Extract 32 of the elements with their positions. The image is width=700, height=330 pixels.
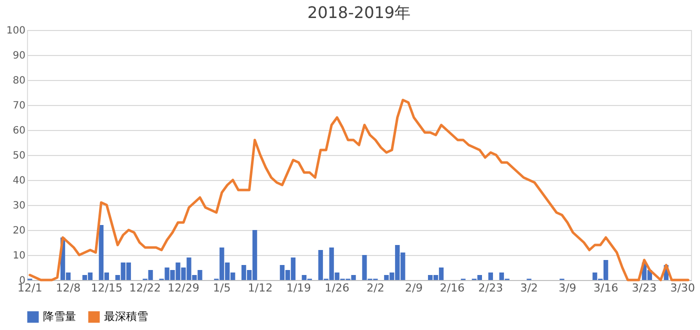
y-tick-label: 20 <box>12 226 26 236</box>
bar <box>488 272 493 280</box>
x-tick-label: 2/23 <box>478 282 503 294</box>
x-tick-label: 2/9 <box>405 282 423 294</box>
line-series <box>28 98 690 282</box>
y-tick-label: 70 <box>12 100 26 112</box>
x-tick-label: 3/2 <box>520 282 538 294</box>
y-tick-label: 50 <box>12 150 26 162</box>
y-tick-label: 60 <box>12 126 26 136</box>
legend-label: 最深積雪 <box>104 310 148 323</box>
x-tick-label: 2/16 <box>440 282 465 294</box>
x-tick-label: 1/26 <box>324 282 350 294</box>
x-tick-label: 3/16 <box>593 282 618 294</box>
x-tick-label: 12/29 <box>168 282 200 294</box>
y-tick-label: 10 <box>12 250 26 262</box>
x-tick-label: 1/12 <box>248 282 273 294</box>
x-tick-label: 12/8 <box>56 282 81 294</box>
x-tick-label: 1/19 <box>286 282 312 294</box>
x-tick-label: 3/30 <box>670 282 695 294</box>
y-tick-label: 100 <box>6 26 26 36</box>
x-tick-label: 2/2 <box>366 282 384 294</box>
y-tick-label: 90 <box>12 50 26 62</box>
x-tick-label: 12/15 <box>90 282 123 294</box>
x-tick-label: 3/9 <box>558 282 576 294</box>
x-tick-label: 3/23 <box>632 282 657 294</box>
chart-title: 2018-2019年 <box>307 3 411 22</box>
y-tick-label: 80 <box>12 76 26 86</box>
x-tick-label: 1/5 <box>213 282 231 294</box>
y-tick-label: 30 <box>12 200 26 212</box>
x-tick-label: 12/22 <box>129 282 161 294</box>
legend-label: 降雪量 <box>43 310 76 323</box>
y-tick-label: 40 <box>12 176 26 186</box>
